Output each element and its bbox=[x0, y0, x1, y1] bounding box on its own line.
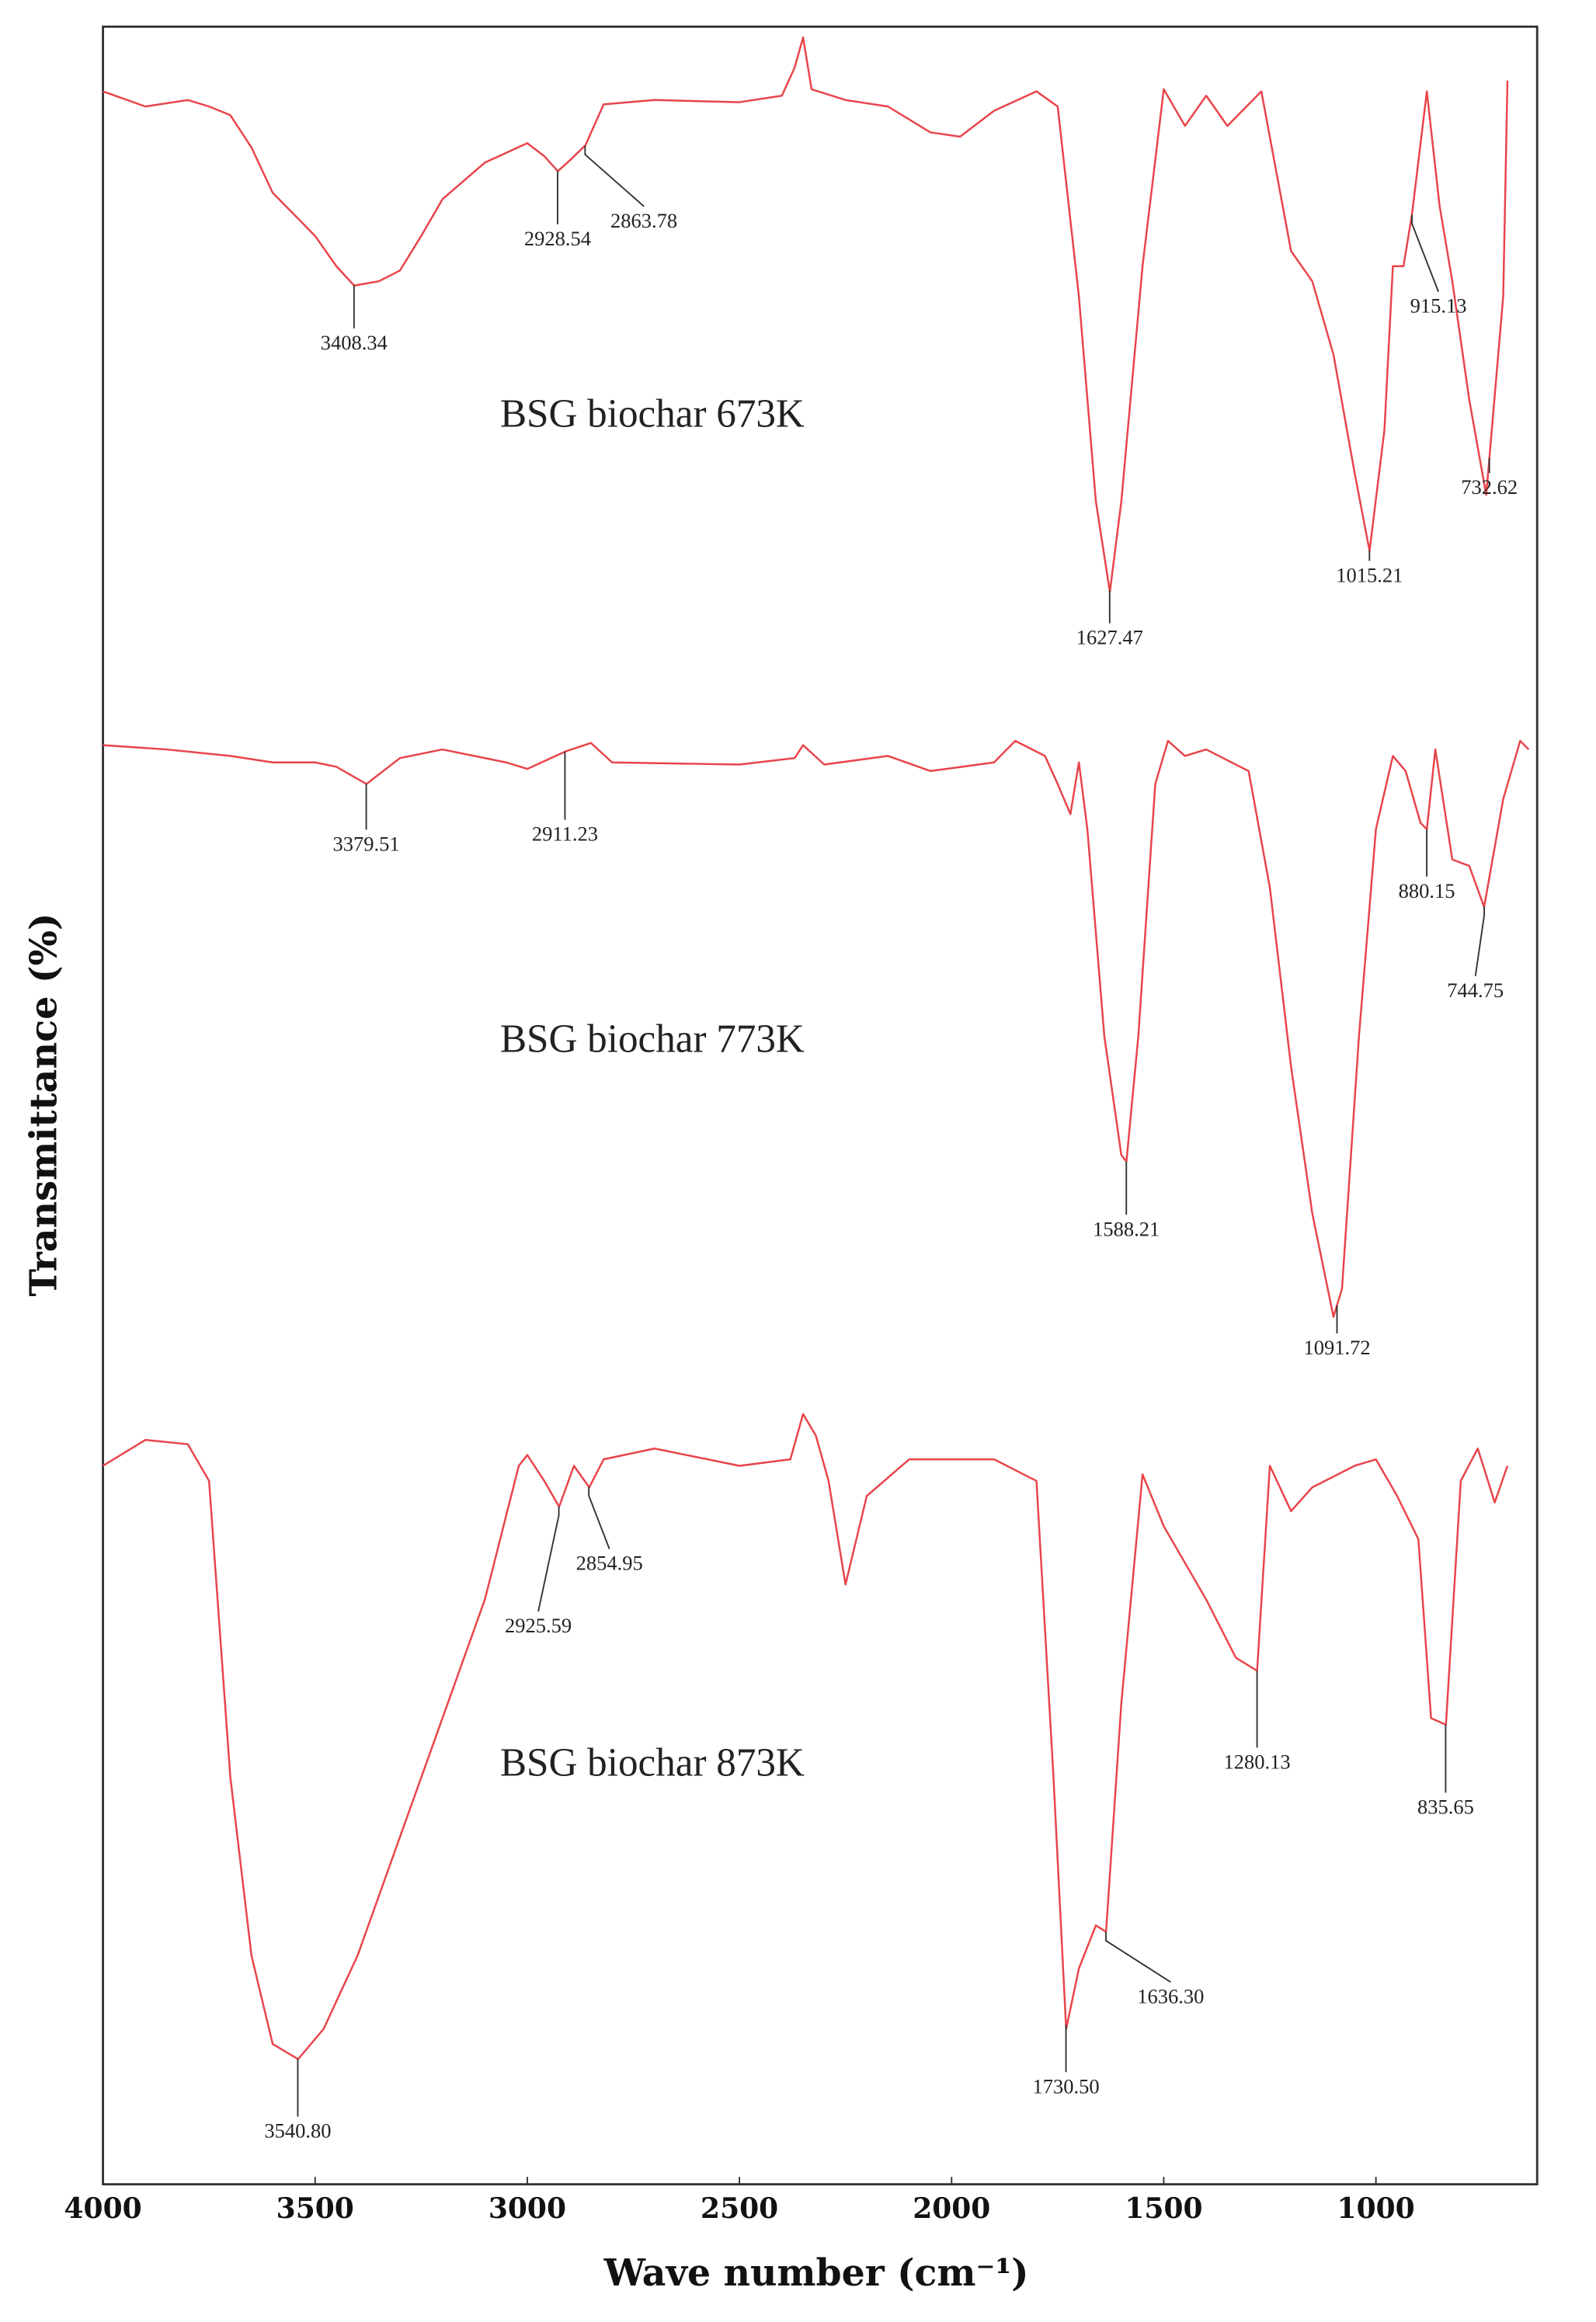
x-tick-label: 1500 bbox=[1125, 2192, 1202, 2225]
spectrum-line bbox=[102, 1413, 1509, 2060]
peak-label: 2854.95 bbox=[576, 1552, 643, 1575]
x-tick-label: 3500 bbox=[276, 2192, 354, 2225]
peak-label: 915.13 bbox=[1410, 294, 1467, 318]
plot-frame bbox=[102, 25, 1539, 2186]
peak-label: 2863.78 bbox=[610, 209, 677, 232]
series-label: BSG biochar 873K bbox=[500, 1741, 805, 1785]
peak-leader bbox=[1105, 1931, 1171, 1983]
peak-label: 744.75 bbox=[1447, 979, 1504, 1002]
peak-leader bbox=[1474, 906, 1486, 976]
peak-label: 1627.47 bbox=[1076, 626, 1143, 649]
peak-leader bbox=[584, 145, 645, 207]
peak-label: 1280.13 bbox=[1224, 1750, 1291, 1774]
peak-leader bbox=[1411, 214, 1439, 292]
y-axis-title: Transmittance (%) bbox=[23, 913, 66, 1297]
x-tick-label: 2500 bbox=[701, 2192, 778, 2225]
x-tick-label: 1000 bbox=[1337, 2192, 1415, 2225]
peak-label: 1730.50 bbox=[1032, 2074, 1099, 2098]
peak-leader bbox=[537, 1506, 560, 1612]
peak-label: 3408.34 bbox=[321, 331, 388, 354]
peak-label: 1636.30 bbox=[1137, 1984, 1204, 2007]
peak-label: 1015.21 bbox=[1336, 563, 1403, 586]
peak-label: 835.65 bbox=[1417, 1795, 1474, 1818]
x-tick-label: 3000 bbox=[489, 2192, 566, 2225]
peak-label: 1588.21 bbox=[1093, 1217, 1160, 1240]
peak-label: 880.15 bbox=[1399, 879, 1455, 902]
x-tick-label: 4000 bbox=[64, 2192, 142, 2225]
peak-label: 732.62 bbox=[1461, 475, 1518, 499]
peak-label: 1091.72 bbox=[1303, 1336, 1370, 1359]
spectrum-line bbox=[103, 739, 1530, 1319]
series-label: BSG biochar 673K bbox=[500, 391, 805, 436]
peak-label: 2928.54 bbox=[524, 227, 591, 250]
peak-leader bbox=[588, 1486, 610, 1549]
peak-label: 3379.51 bbox=[333, 832, 400, 855]
x-tick-label: 2000 bbox=[913, 2192, 990, 2225]
peak-label: 2925.59 bbox=[505, 1614, 572, 1637]
series-label: BSG biochar 773K bbox=[500, 1017, 805, 1061]
x-axis-title: Wave number (cm⁻¹) bbox=[603, 2251, 1029, 2295]
spectrum-line bbox=[103, 36, 1509, 593]
peak-label: 3540.80 bbox=[264, 2119, 331, 2143]
peak-label: 2911.23 bbox=[532, 822, 598, 846]
